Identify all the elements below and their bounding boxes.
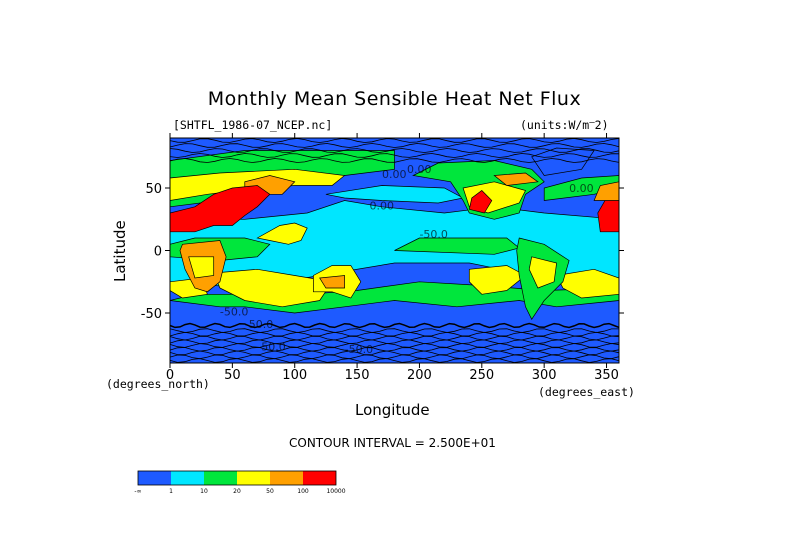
contour-arctic [169,153,620,158]
contour-antarctic [169,350,620,356]
region-npacific-cyan [325,185,465,204]
legend-swatch [270,471,303,485]
x-tick-label: 250 [469,368,494,383]
contour-label: -50.0 [345,343,373,356]
x-unit-label: (degrees_east) [538,385,635,399]
x-tick-label: 350 [594,368,619,383]
x-tick-label: 300 [532,368,557,383]
y-tick-label: 0 [154,245,162,260]
legend-label: 50 [266,488,274,495]
chart-title: Monthly Mean Sensible Heat Net Flux [207,88,582,110]
x-tick-label: 100 [282,368,307,383]
legend-label: 20 [233,488,241,495]
units-label: (units:W/m–2) [520,118,609,132]
y-unit-label: (degrees_north) [106,377,210,391]
legend-swatch [303,471,336,485]
contour-label: 0.00 [370,199,395,212]
contour-antarctic [169,358,620,363]
contour-antarctic [169,328,619,333]
x-tick-label: 150 [345,368,370,383]
contour-label: -50.0 [419,228,447,241]
contour-antarctic [169,339,620,345]
region-spacific-yellow [468,265,527,295]
contour-label: 0.00 [382,168,407,181]
legend-label: 100 [297,488,309,495]
x-tick-label: 0 [166,368,174,383]
contour-antarctic [169,354,620,360]
legend-label: 10000 [326,488,345,495]
contour-arctic [169,148,620,153]
y-tick-label: -50 [141,307,162,322]
land-australia-core [319,275,345,289]
legend-label: 1 [169,488,173,495]
contour-arctic [169,158,620,163]
x-tick-label: 200 [407,368,432,383]
legend-label: -∞ [134,488,141,495]
legend-swatch [204,471,237,485]
legend-swatch [237,471,270,485]
contour-ice-edge [169,322,620,329]
contour-interval: CONTOUR INTERVAL = 2.500E+01 [289,436,496,450]
contour-label: -50.0 [220,306,248,319]
y-tick-label: 50 [145,182,162,197]
contour-antarctic [169,343,620,348]
land-sw-usa-red [468,190,493,214]
region-eqpac-green [394,237,520,255]
contour-antarctic [169,331,620,337]
contour-antarctic [169,335,620,341]
contour-label: -50.0 [257,341,285,354]
contour-label: 0.00 [407,163,432,176]
land-sahara-red [169,185,271,233]
land-canada-orange [493,172,539,186]
x-tick-label: 50 [224,368,241,383]
land-africa-center [188,256,215,279]
land-india [256,222,308,245]
contour-label: 0.00 [569,182,594,195]
legend-swatch [171,471,204,485]
region-sindian-yellow [213,268,333,308]
contour-label: -50.0 [245,318,273,331]
x-axis-label: Longitude [355,401,430,419]
legend-label: 10 [200,488,208,495]
contour-arctic [169,138,620,143]
legend-frame [137,470,337,486]
contour-arctic [169,143,620,148]
contour-antarctic [169,347,620,352]
dataset-label: [SHTFL_1986-07_NCEP.nc] [173,118,333,132]
legend-swatch [138,471,171,485]
land-sa-yellow [528,256,557,289]
